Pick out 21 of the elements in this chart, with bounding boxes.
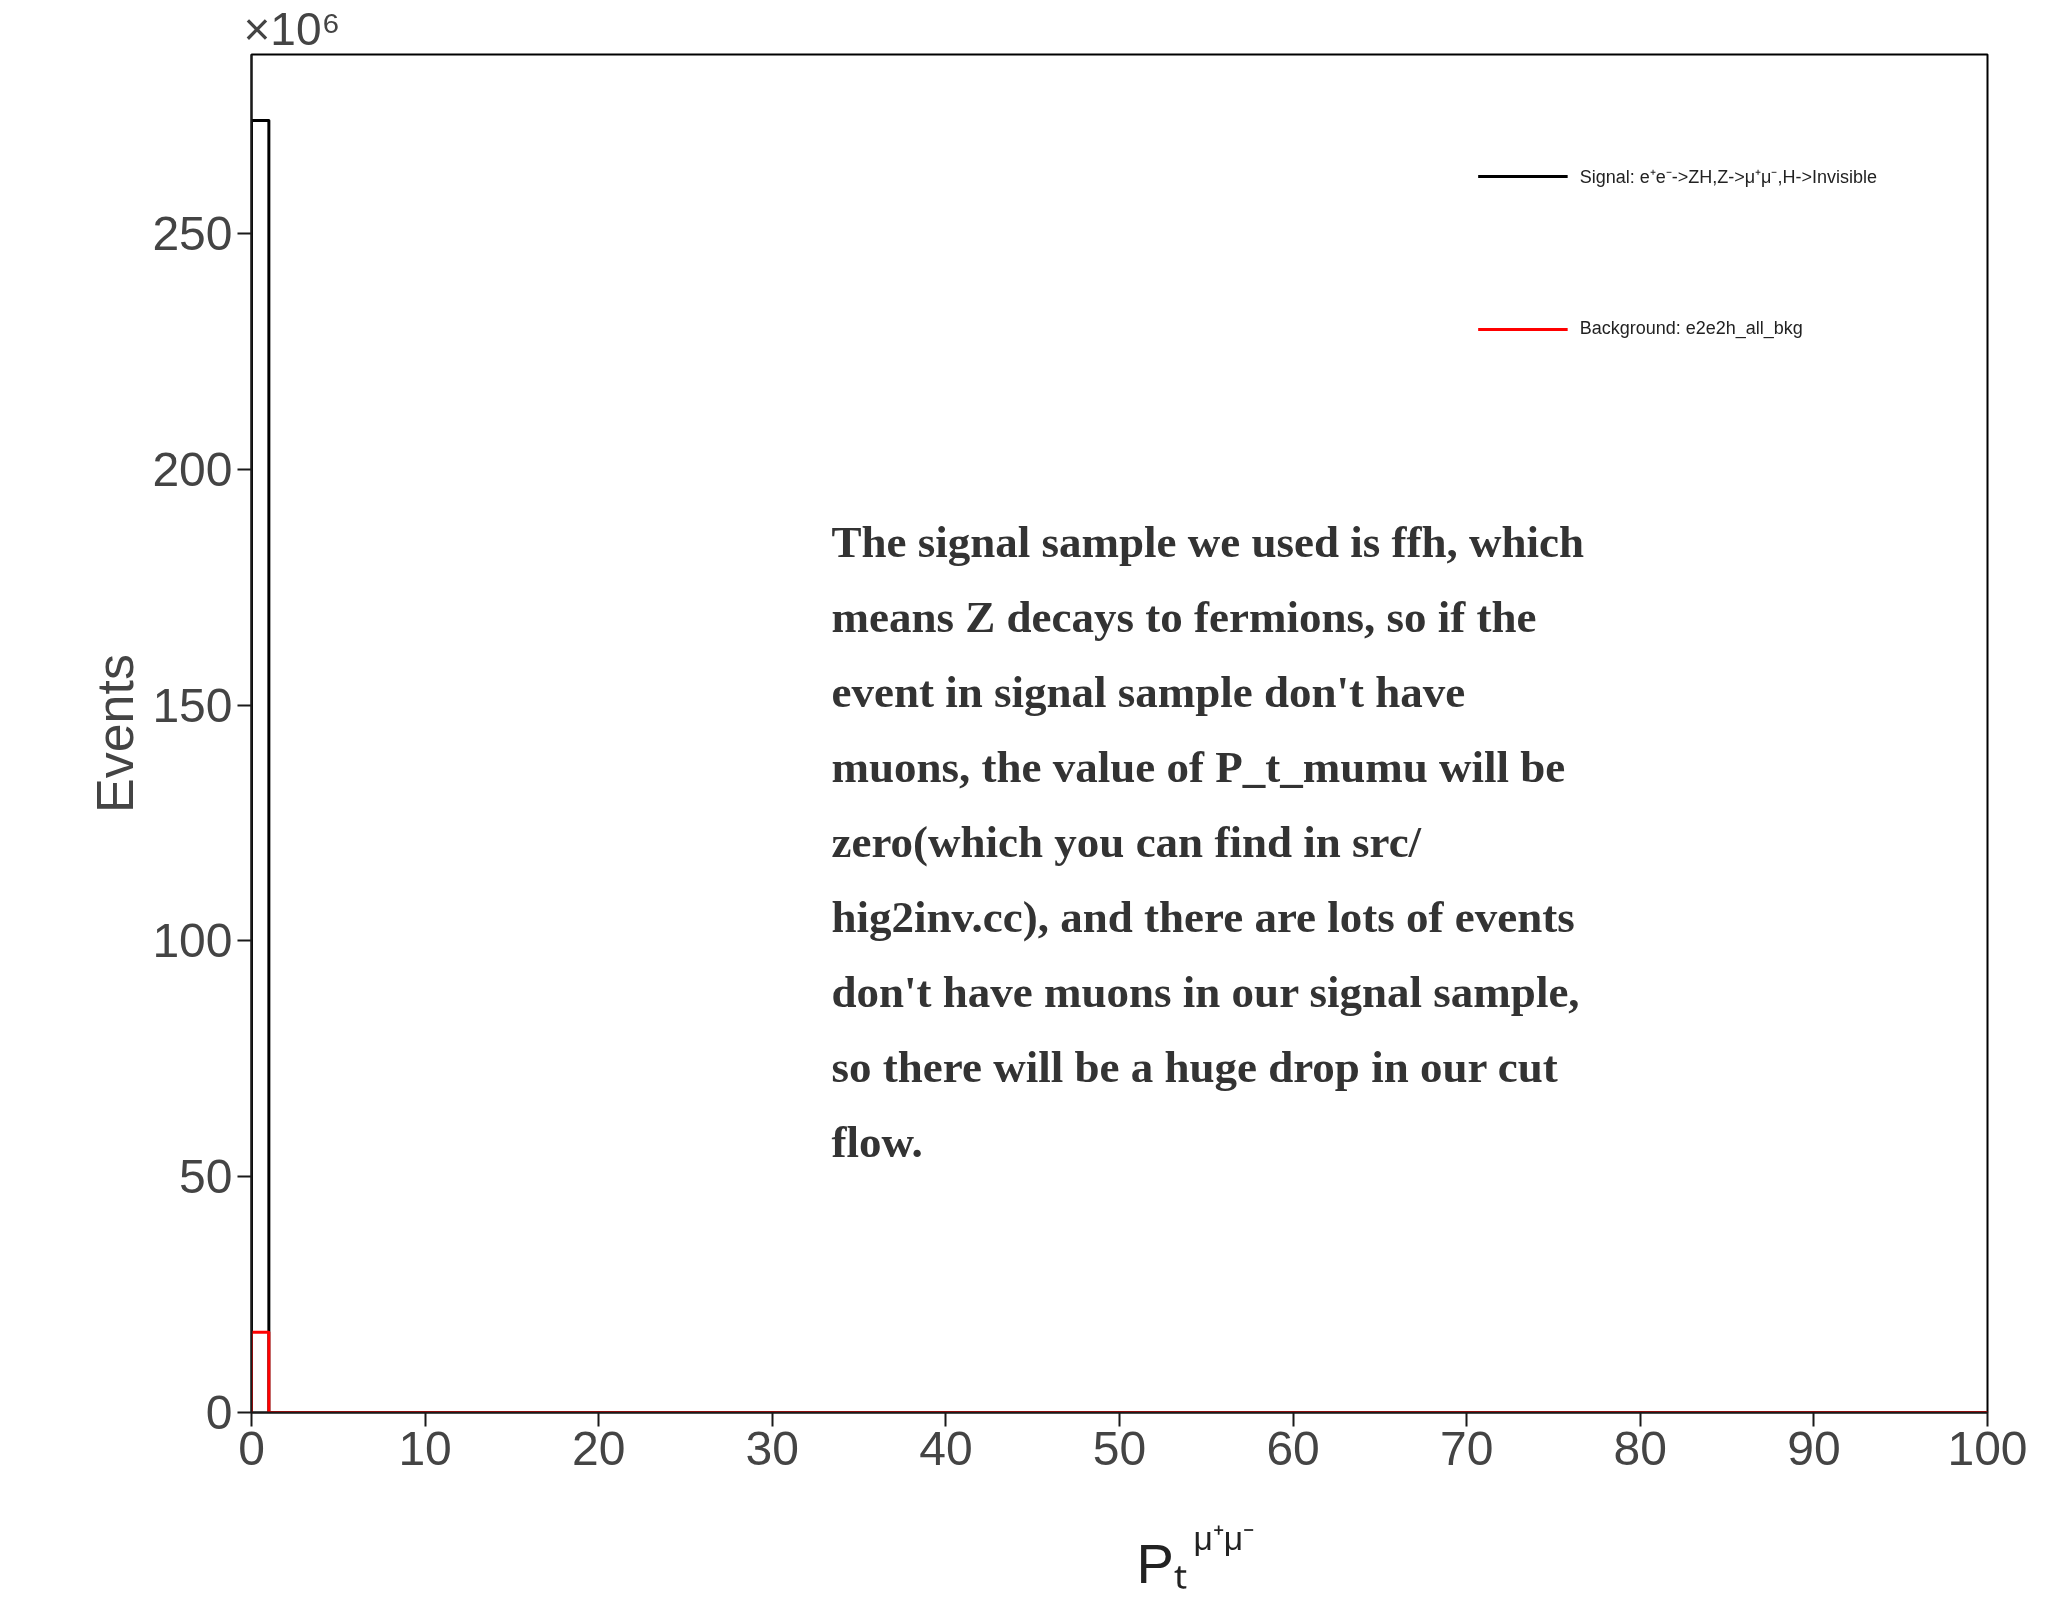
y-tick-label: 50 (179, 1150, 233, 1204)
legend-label: Signal: e⁺e⁻->ZH,Z->μ⁺μ⁻,H->Invisible (1579, 166, 1877, 188)
x-tick-label: 70 (1440, 1421, 1494, 1475)
text: The signal sample we used is ffh, which means Z decays to fermions, so if the event in signal sample don't have muons, the value of P_t_mumu will be zero(which you can find in src/ hig2inv.cc), and there are lots of events don't have muons in our signal sample, so there will be a huge drop in our cut flow. (831, 516, 1585, 1167)
y-tick-label: 0 (205, 1386, 233, 1439)
y-tick-label: 150 (152, 678, 233, 732)
x-tick-label: 80 (1613, 1421, 1667, 1475)
x-tick-label: 40 (919, 1421, 973, 1475)
x-tick-label: 90 (1787, 1421, 1841, 1475)
y-tick-label: 200 (152, 442, 233, 496)
legend-label: Background: e2e2h_all_bkg (1579, 318, 1803, 339)
y-axis-title: Events (86, 654, 145, 813)
x-tick-label: 50 (1092, 1421, 1147, 1475)
y-tick-label: 250 (152, 207, 233, 261)
x-tick-label: 20 (572, 1421, 626, 1475)
y-tick-label: 100 (152, 914, 233, 968)
x-tick-label: 30 (745, 1421, 799, 1475)
x-tick-label: 60 (1266, 1421, 1320, 1475)
x-tick-label: 10 (398, 1421, 452, 1475)
x-tick-label: 100 (1947, 1421, 2028, 1475)
annotation: ×10⁶ (243, 2, 341, 55)
